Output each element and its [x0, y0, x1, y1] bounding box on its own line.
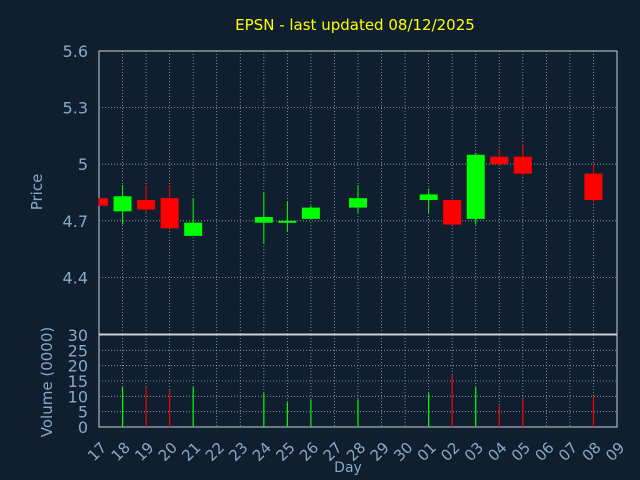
- x-tick-label: 03: [461, 439, 487, 465]
- price-tick-label: 5.3: [63, 99, 88, 118]
- candle-body: [490, 156, 509, 165]
- price-tick-label: 4.7: [63, 212, 88, 231]
- x-tick-label: 20: [155, 439, 181, 465]
- x-tick-label: 22: [202, 439, 228, 465]
- volume-tick-label: 0: [78, 418, 88, 437]
- price-tick-label: 5: [78, 155, 88, 174]
- x-tick-label: 04: [484, 439, 510, 465]
- x-tick-label: 07: [555, 439, 581, 465]
- x-tick-label: 29: [367, 439, 393, 465]
- x-tick-label: 08: [579, 439, 605, 465]
- x-tick-label: 17: [84, 439, 110, 465]
- x-tick-label: 23: [225, 439, 251, 465]
- x-tick-label: 19: [131, 439, 157, 465]
- volume-tick-label: 30: [68, 326, 88, 345]
- candle-body: [301, 207, 320, 219]
- candle-body: [184, 222, 203, 236]
- volume-tick-label: 20: [68, 357, 88, 376]
- x-tick-label: 01: [414, 439, 440, 465]
- x-tick-label: 09: [602, 439, 628, 465]
- volume-tick-label: 5: [78, 403, 88, 422]
- candle-body: [584, 173, 603, 201]
- x-tick-label: 26: [296, 439, 322, 465]
- x-tick-label: 25: [272, 439, 298, 465]
- candle-body: [160, 198, 179, 229]
- candle-body: [278, 220, 297, 223]
- volume-tick-label: 25: [68, 341, 88, 360]
- volume-tick-label: 10: [68, 387, 88, 406]
- x-axis-label: Day: [334, 460, 362, 476]
- x-tick-label: 02: [437, 439, 463, 465]
- x-tick-label: 24: [249, 439, 275, 465]
- x-tick-label: 21: [178, 439, 204, 465]
- x-tick-label: 18: [108, 439, 134, 465]
- candle-body: [99, 198, 108, 206]
- candle-body: [137, 200, 156, 210]
- price-panel: 4.4 4.7 5 5.3 5.6: [63, 42, 618, 335]
- chart-title: EPSN - last updated 08/12/2025: [235, 16, 475, 34]
- candle-body: [513, 156, 532, 174]
- candle-body: [466, 154, 485, 219]
- price-tick-label: 5.6: [63, 42, 88, 61]
- candle-body: [419, 194, 438, 201]
- candle-body: [113, 196, 132, 212]
- candle-body: [349, 198, 367, 208]
- x-tick-label: 05: [508, 439, 534, 465]
- price-axis-label: Price: [28, 174, 46, 211]
- volume-tick-label: 15: [68, 372, 88, 391]
- x-tick-label: 06: [531, 439, 557, 465]
- candle-body: [443, 200, 462, 225]
- candle-body: [254, 217, 273, 223]
- volume-axis-label: Volume (0000): [38, 327, 56, 437]
- x-tick-label: 30: [390, 439, 416, 465]
- price-tick-label: 4.4: [63, 268, 88, 287]
